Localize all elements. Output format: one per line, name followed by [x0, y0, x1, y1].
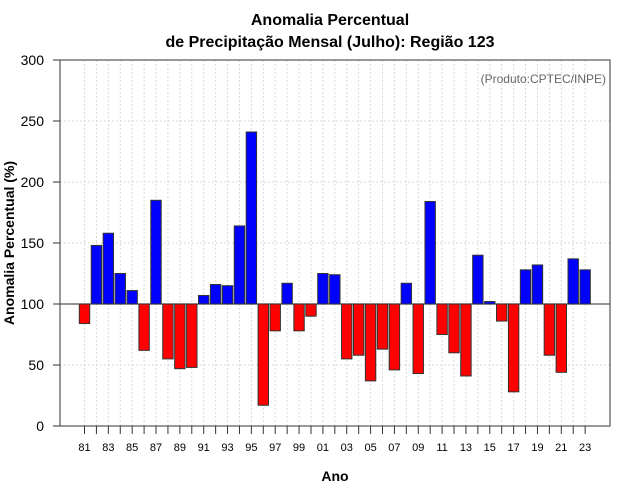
bar-05	[364, 303, 377, 382]
bar-85	[126, 290, 138, 305]
x-tick-label: 11	[436, 442, 447, 454]
bar-01	[317, 273, 329, 305]
bar-86	[138, 303, 150, 351]
x-tick-label: 17	[507, 442, 519, 454]
bar-97	[269, 303, 281, 332]
x-tick-label: 85	[126, 442, 138, 454]
bar-99	[293, 303, 305, 332]
x-tick-label: 95	[245, 442, 257, 454]
bar-02	[329, 274, 341, 305]
bar-81	[78, 303, 91, 325]
bar-84	[114, 273, 126, 305]
bar-96	[257, 303, 270, 406]
bar-98	[281, 282, 293, 305]
x-tick-label: 81	[78, 442, 90, 454]
bar-88	[162, 303, 174, 360]
bar-20	[543, 303, 556, 356]
bar-03	[341, 303, 353, 360]
source-annotation: (Produto:CPTEC/INPE)	[481, 72, 606, 86]
bar-92	[209, 283, 222, 305]
x-tick-label: 87	[150, 442, 162, 454]
grid	[60, 60, 610, 426]
x-axis: 81 83 85 87 89 91 93 95 97 99 01 03 05 07 09 11 13 15 17 19…	[78, 426, 591, 454]
bar-82	[90, 244, 103, 305]
bar-15	[484, 301, 496, 305]
bar-17	[507, 303, 520, 393]
x-tick-label: 09	[412, 442, 424, 454]
bar-94	[233, 225, 246, 305]
bar-00	[305, 303, 317, 317]
x-tick-label: 99	[293, 442, 305, 454]
x-tick-label: 83	[102, 442, 114, 454]
bar-22	[567, 258, 579, 305]
y-tick-label: 50	[28, 357, 44, 373]
x-tick-label: 13	[460, 442, 472, 454]
bar-95	[245, 131, 258, 305]
x-tick-label: 91	[198, 442, 210, 454]
x-tick-label: 93	[221, 442, 233, 454]
bar-11	[436, 303, 448, 335]
bar-18	[519, 269, 532, 305]
bar-83	[102, 232, 115, 305]
x-axis-label: Ano	[321, 468, 348, 484]
x-tick-label: 19	[531, 442, 543, 454]
bar-13	[460, 303, 472, 377]
y-axis: 0 50 100 150 200 250 300	[21, 52, 60, 434]
x-tick-label: 01	[317, 442, 329, 454]
bar-07	[388, 303, 401, 371]
bar-90	[186, 303, 198, 368]
x-tick-label: 21	[555, 442, 567, 454]
y-tick-label: 0	[36, 418, 44, 434]
x-tick-label: 23	[579, 442, 591, 454]
x-tick-label: 03	[341, 442, 353, 454]
plot-frame	[59, 59, 611, 427]
y-axis-label: Anomalia Percentual (%)	[1, 161, 17, 325]
bar-16	[496, 303, 508, 322]
y-tick-label: 100	[21, 296, 45, 312]
x-tick-label: 15	[484, 442, 496, 454]
chart-title-line2: de Precipitação Mensal (Julho): Região 1…	[166, 34, 495, 51]
y-tick-label: 250	[21, 113, 45, 129]
x-tick-label: 07	[388, 442, 400, 454]
bar-06	[376, 303, 389, 350]
bar-23	[579, 269, 591, 305]
y-tick-label: 200	[21, 174, 45, 190]
x-tick-label: 97	[269, 442, 281, 454]
bar-08	[400, 282, 413, 305]
bar-19	[531, 264, 544, 305]
chart-title-line1: Anomalia Percentual	[251, 12, 409, 29]
bar-04	[352, 303, 365, 356]
bars	[78, 131, 591, 406]
y-tick-label: 300	[21, 52, 45, 68]
bar-87	[150, 199, 162, 305]
bar-10	[424, 201, 436, 305]
bar-91	[198, 294, 210, 305]
bar-93	[221, 285, 234, 305]
y-tick-label: 150	[21, 235, 45, 251]
bar-14	[472, 254, 484, 305]
bar-89	[174, 303, 186, 370]
x-tick-label: 05	[364, 442, 376, 454]
x-tick-label: 89	[174, 442, 186, 454]
bar-09	[412, 303, 424, 375]
bar-21	[555, 303, 567, 373]
bar-12	[448, 303, 460, 354]
